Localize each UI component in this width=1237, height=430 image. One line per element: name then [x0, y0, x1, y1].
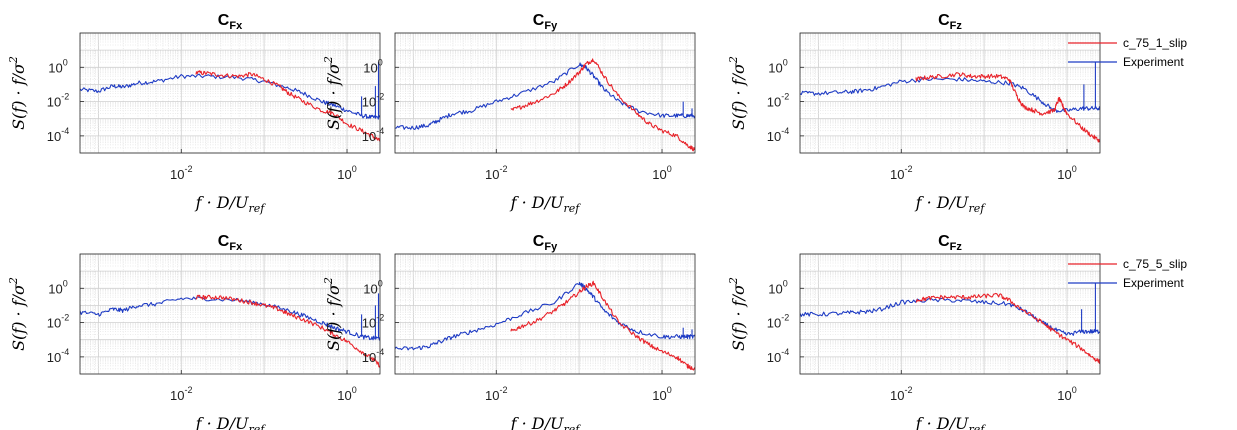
subplot-title: CFz — [938, 12, 962, 32]
series-group — [80, 293, 380, 368]
x-axis-label: f · D/Uref — [510, 193, 582, 215]
legend-label: Experiment — [1123, 55, 1184, 69]
y-tick-label: 100 — [48, 57, 67, 75]
legend-label: c_75_1_slip — [1123, 36, 1187, 50]
grid — [79, 253, 380, 375]
legend-row-2: c_75_5_slip Experiment — [1068, 257, 1187, 290]
y-tick-label: 100 — [363, 278, 382, 296]
axes-frame — [799, 32, 1101, 154]
y-axis-label: S(f) · f/σ2 — [727, 56, 748, 130]
series-group — [800, 62, 1100, 143]
y-tick-label: 10-2 — [362, 313, 384, 331]
subplot-2-2: 10-2 100 100 10-2 10-4 CFy f · D/Uref S(f) · f/… — [322, 233, 696, 430]
simulation-line — [915, 72, 1100, 143]
y-tick-label: 10-4 — [767, 126, 789, 144]
y-axis-label: S(f) · f/σ2 — [322, 277, 343, 351]
grid — [394, 32, 695, 154]
subplot-2-3: 10-2 100 100 10-2 10-4 CFz f · D/Uref S(f) · f/… — [727, 233, 1101, 430]
experiment-line — [800, 297, 1100, 336]
y-tick-label: 100 — [768, 57, 787, 75]
axes-frame — [799, 253, 1101, 375]
series-group — [800, 283, 1100, 364]
y-tick-label: 100 — [768, 278, 787, 296]
x-tick-label: 10-2 — [890, 164, 912, 182]
axes-frame — [394, 253, 696, 375]
x-tick-label: 10-2 — [890, 385, 912, 403]
experiment-line — [395, 281, 695, 351]
y-axis-label: S(f) · f/σ2 — [7, 277, 28, 351]
x-tick-label: 10-2 — [170, 164, 192, 182]
x-axis-label: f · D/Uref — [195, 193, 267, 215]
x-tick-label: 10-2 — [485, 385, 507, 403]
x-tick-label: 100 — [652, 385, 671, 403]
y-tick-label: 100 — [48, 278, 67, 296]
grid — [799, 253, 1100, 375]
y-axis-label: S(f) · f/σ2 — [7, 56, 28, 130]
legend-label: Experiment — [1123, 276, 1184, 290]
experiment-line — [80, 73, 380, 120]
subplot-1-2: 10-2 100 100 10-2 10-4 CFy f · D/Uref S(f) · f/… — [322, 12, 696, 215]
y-tick-label: 10-2 — [362, 92, 384, 110]
y-axis-label: S(f) · f/σ2 — [322, 56, 343, 130]
y-tick-label: 10-4 — [47, 347, 69, 365]
experiment-line — [800, 76, 1100, 113]
x-tick-label: 100 — [1057, 385, 1076, 403]
experiment-line — [395, 62, 695, 130]
axes-frame — [79, 253, 381, 375]
series-group — [395, 280, 695, 371]
y-tick-label: 100 — [363, 57, 382, 75]
x-tick-label: 100 — [337, 164, 356, 182]
y-tick-label: 10-4 — [47, 126, 69, 144]
y-axis-label: S(f) · f/σ2 — [727, 277, 748, 351]
x-tick-label: 100 — [652, 164, 671, 182]
subplot-title: CFx — [218, 12, 243, 32]
simulation-line — [195, 294, 380, 368]
x-axis-label: f · D/Uref — [915, 414, 987, 430]
subplot-title: CFy — [533, 233, 558, 253]
x-tick-label: 100 — [1057, 164, 1076, 182]
series-group — [395, 58, 695, 152]
y-tick-label: 10-2 — [767, 313, 789, 331]
subplot-title: CFy — [533, 12, 558, 32]
series-group — [80, 62, 380, 142]
simulation-line — [915, 292, 1100, 364]
subplot-title: CFx — [218, 233, 243, 253]
x-axis-label: f · D/Uref — [510, 414, 582, 430]
legend-label: c_75_5_slip — [1123, 257, 1187, 271]
simulation-line — [510, 58, 695, 152]
x-axis-label: f · D/Uref — [915, 193, 987, 215]
legend-row-1: c_75_1_slip Experiment — [1068, 36, 1187, 69]
axes-frame — [79, 32, 381, 154]
y-tick-label: 10-2 — [47, 92, 69, 110]
grid — [79, 32, 380, 154]
y-tick-label: 10-4 — [362, 126, 384, 144]
subplot-1-3: 10-2 100 100 10-2 10-4 CFz f · D/Uref S(f) · f/… — [727, 12, 1101, 215]
axes-frame — [394, 32, 696, 154]
y-tick-label: 10-2 — [47, 313, 69, 331]
subplot-1-1: 10-2 100 100 10-2 10-4 CFx f · D/Uref S(f) · f/… — [7, 12, 381, 215]
y-tick-label: 10-4 — [362, 347, 384, 365]
x-tick-label: 100 — [337, 385, 356, 403]
simulation-line — [510, 280, 695, 371]
grid — [799, 32, 1100, 154]
x-tick-label: 10-2 — [485, 164, 507, 182]
x-axis-label: f · D/Uref — [195, 414, 267, 430]
subplot-2-1: 10-2 100 100 10-2 10-4 CFx f · D/Uref S(f) · f/… — [7, 233, 381, 430]
subplot-title: CFz — [938, 233, 962, 253]
y-tick-label: 10-4 — [767, 347, 789, 365]
y-tick-label: 10-2 — [767, 92, 789, 110]
simulation-line — [195, 70, 380, 142]
x-tick-label: 10-2 — [170, 385, 192, 403]
